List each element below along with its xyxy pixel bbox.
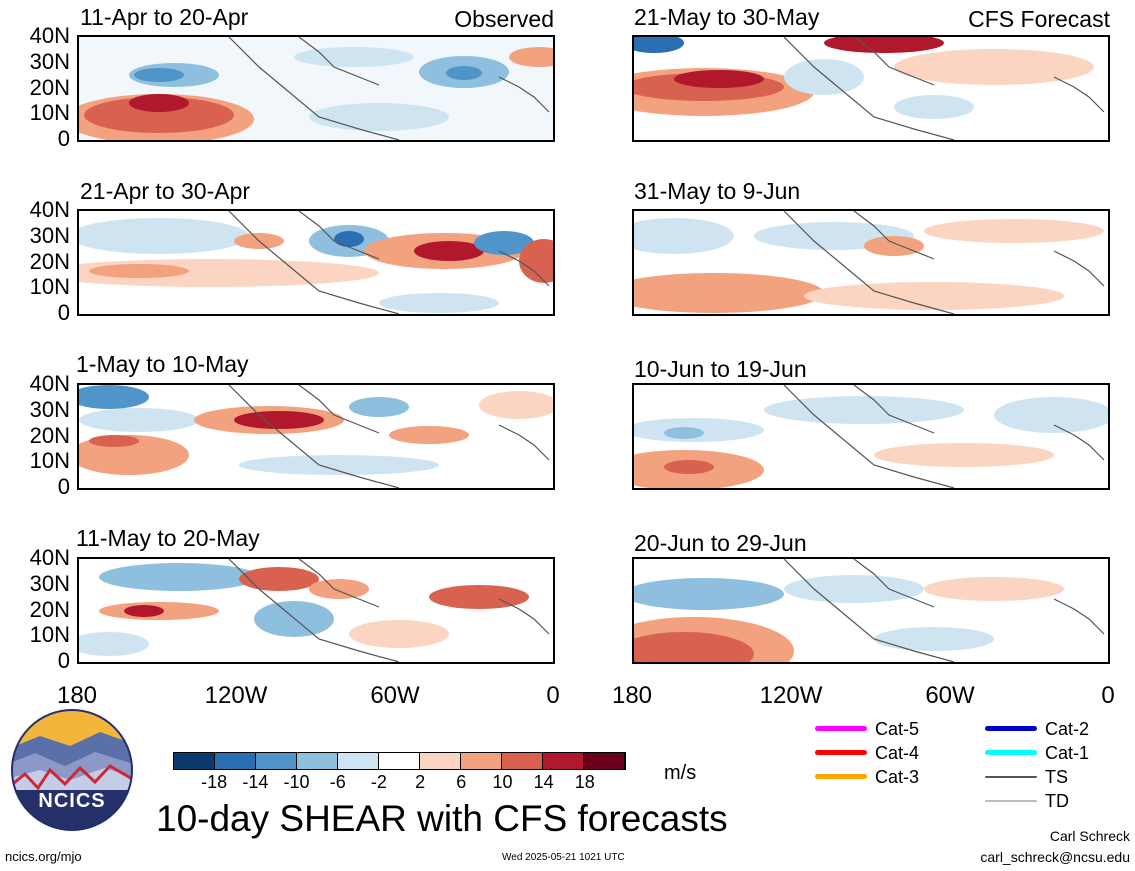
colorbar-label: 6 <box>456 772 467 792</box>
panel-title-3: 1-May to 10-May <box>76 351 249 377</box>
colorbar-label: -2 <box>370 772 387 792</box>
map-panel-7 <box>632 383 1110 490</box>
lat-tick-label: 30N <box>29 48 70 74</box>
map-panel-8 <box>632 557 1110 664</box>
colorbar-label: -14 <box>242 772 269 792</box>
forecast-label: CFS Forecast <box>968 6 1110 32</box>
shear-map <box>634 211 1108 314</box>
colorbar-cell <box>174 753 215 769</box>
lat-tick-label: 20N <box>29 248 70 274</box>
legend-swatch <box>815 750 867 755</box>
lat-tick-label: 10N <box>29 622 70 648</box>
lat-tick-label: 40N <box>29 197 70 222</box>
map-panel-3 <box>77 383 555 490</box>
map-panel-6 <box>632 209 1110 316</box>
lon-tick-120w-left: 120W <box>204 682 268 709</box>
colorbar-label: 18 <box>574 772 595 792</box>
lat-tick-label: 40N <box>29 371 70 396</box>
colorbar-cell <box>379 753 420 769</box>
lat-tick-label: 20N <box>29 74 70 100</box>
colorbar-label: 10 <box>492 772 513 792</box>
panel-title-5: 21-May to 30-May <box>634 4 820 30</box>
lon-tick-120w-right: 120W <box>759 682 823 709</box>
legend-swatch <box>985 776 1037 778</box>
lat-tick-label: 10N <box>29 448 70 474</box>
panel-title-2: 21-Apr to 30-Apr <box>80 178 251 204</box>
legend-label: Cat-1 <box>1045 743 1090 763</box>
lat-tick-label: 0 <box>57 648 70 673</box>
lon-tick-60w-right: 60W <box>925 682 975 709</box>
legend-label: Cat-3 <box>875 767 920 787</box>
legend-swatch <box>985 750 1037 755</box>
lon-tick-0-right: 0 <box>1101 682 1115 709</box>
legend-swatch <box>985 726 1037 731</box>
colorbar-label: -6 <box>329 772 346 792</box>
legend-label: Cat-4 <box>875 743 920 763</box>
shear-map <box>79 559 553 662</box>
legend-label: Cat-2 <box>1045 719 1090 739</box>
lon-tick-0-left: 0 <box>546 682 560 709</box>
lat-tick-label: 40N <box>29 545 70 570</box>
colorbar-cell <box>502 753 543 769</box>
shear-map <box>634 385 1108 488</box>
footer-url[interactable]: ncics.org/mjo <box>5 849 82 864</box>
colorbar-cell <box>338 753 379 769</box>
footer-timestamp: Wed 2025-05-21 1021 UTC <box>502 852 625 863</box>
panel-title-8: 20-Jun to 29-Jun <box>634 530 807 556</box>
map-panel-2 <box>77 209 555 316</box>
panel-title-6: 31-May to 9-Jun <box>634 178 801 204</box>
colorbar-cell <box>256 753 297 769</box>
lon-tick-60w-left: 60W <box>370 682 420 709</box>
logo-text: NCICS <box>38 790 106 812</box>
map-panel-4 <box>77 557 555 664</box>
shear-map <box>79 385 553 488</box>
footer-email[interactable]: carl_schreck@ncsu.edu <box>980 849 1130 865</box>
panel-title-4: 11-May to 20-May <box>76 525 260 551</box>
lat-tick-label: 0 <box>57 126 70 151</box>
colorbar-units: m/s <box>664 762 697 784</box>
observed-label: Observed <box>454 6 554 32</box>
legend-swatch <box>985 800 1037 802</box>
lat-tick-label: 30N <box>29 396 70 422</box>
legend-label: TD <box>1045 791 1069 811</box>
lon-tick-180-left: 180 <box>56 682 98 709</box>
colorbar-cell <box>461 753 502 769</box>
colorbar <box>173 752 626 770</box>
footer-author: Carl Schreck <box>1049 828 1130 844</box>
shear-map <box>79 211 553 314</box>
colorbar-cell <box>543 753 584 769</box>
lat-tick-label: 10N <box>29 274 70 300</box>
shear-map <box>634 37 1108 140</box>
colorbar-cell <box>584 753 625 769</box>
lat-tick-label: 40N <box>29 23 70 48</box>
lat-tick-label: 20N <box>29 596 70 622</box>
colorbar-label: 2 <box>415 772 426 792</box>
colorbar-label: -10 <box>283 772 310 792</box>
legend-swatch <box>815 726 867 731</box>
colorbar-cell <box>297 753 338 769</box>
shear-map <box>634 559 1108 662</box>
colorbar-cell <box>420 753 461 769</box>
map-panel-5 <box>632 35 1110 142</box>
map-panel-1 <box>77 35 555 142</box>
main-title: 10-day SHEAR with CFS forecasts <box>156 798 728 839</box>
lat-tick-label: 20N <box>29 422 70 448</box>
legend-label: Cat-5 <box>875 719 920 739</box>
colorbar-cell <box>215 753 256 769</box>
panel-title-7: 10-Jun to 19-Jun <box>634 356 807 382</box>
panel-title-1: 11-Apr to 20-Apr <box>80 4 249 30</box>
shear-map <box>79 37 553 140</box>
lat-tick-label: 10N <box>29 100 70 126</box>
ncics-logo: NCICS <box>10 708 134 832</box>
colorbar-label: -18 <box>201 772 228 792</box>
legend-label: TS <box>1045 767 1069 787</box>
lat-tick-label: 0 <box>57 300 70 325</box>
lat-tick-label: 30N <box>29 222 70 248</box>
lat-tick-label: 30N <box>29 570 70 596</box>
lon-tick-180-right: 180 <box>611 682 653 709</box>
colorbar-label: 14 <box>533 772 554 792</box>
legend-swatch <box>815 774 867 779</box>
lat-tick-label: 0 <box>57 474 70 499</box>
